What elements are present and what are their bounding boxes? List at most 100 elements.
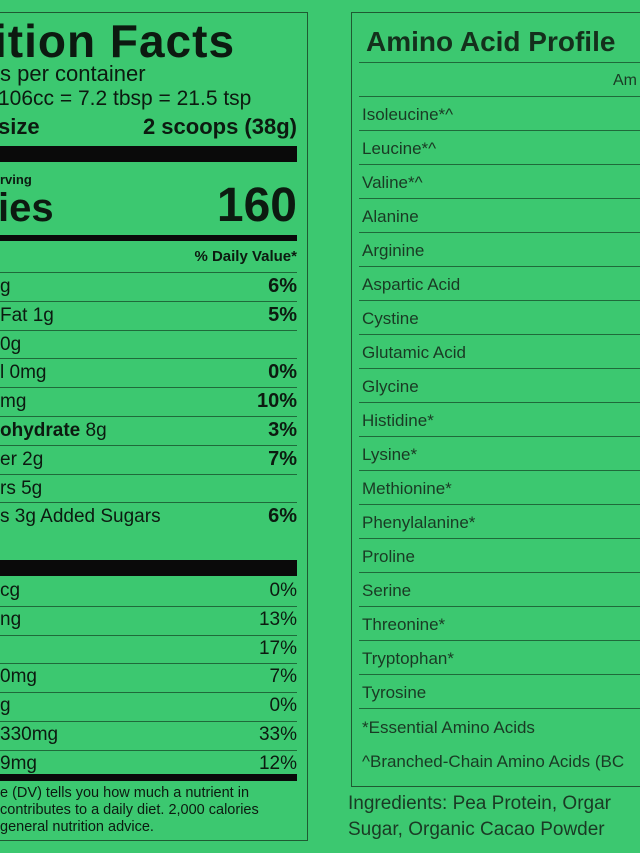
amino-acid-row: Cystine [362, 309, 419, 328]
divider [0, 749, 297, 751]
divider [0, 634, 297, 636]
vitamin-label: ng [0, 608, 22, 630]
divider [0, 721, 297, 722]
calories-value: 160 [216, 179, 297, 232]
divider [359, 198, 640, 199]
amino-acid-row: Alanine [362, 207, 419, 226]
nutrient-dv: 0% [268, 361, 297, 384]
nutrient-dv: 6% [268, 275, 297, 297]
nutrient-name: ohydrate [0, 420, 81, 441]
nutrient-dv: 10% [256, 390, 297, 413]
divider [0, 663, 297, 665]
divider [359, 164, 640, 165]
nutrient-label: Fat 1g [0, 304, 54, 326]
amino-column-header: Am [613, 72, 637, 89]
footnote-line: e (DV) tells you how much a nutrient in [0, 785, 250, 801]
divider [359, 402, 640, 403]
amino-acid-row: Threonine* [362, 615, 446, 634]
medium-divider [0, 235, 297, 241]
footnote-line: general nutrition advice. [0, 819, 154, 835]
nutrient-dv: 7% [268, 447, 297, 470]
nutrient-label: 0g [0, 333, 22, 355]
divider [0, 502, 297, 504]
amino-acid-row: Isoleucine*^ [362, 105, 454, 124]
amino-acid-row: Aspartic Acid [362, 275, 461, 294]
divider [359, 130, 640, 131]
divider [359, 708, 640, 709]
divider [0, 387, 297, 389]
divider [359, 504, 640, 505]
nutrient-label: mg [0, 391, 27, 413]
nutrition-facts-panel [0, 12, 308, 841]
vitamin-label: 9mg [0, 752, 37, 774]
amino-title: Amino Acid Profile [366, 26, 616, 57]
vitamin-label: g [0, 695, 11, 717]
amino-acid-row: Tyrosine [362, 683, 427, 702]
divider [359, 368, 640, 369]
divider [359, 232, 640, 233]
vitamin-dv: 12% [258, 752, 297, 774]
nutrient-label: g [0, 276, 11, 297]
amino-acid-row: Serine [362, 581, 412, 600]
divider [0, 300, 297, 302]
daily-value-header: % Daily Value* [194, 248, 297, 265]
amino-acid-row: Glycine [362, 377, 419, 396]
vitamin-label: 0mg [0, 666, 37, 688]
medium-divider [0, 774, 297, 781]
divider [359, 606, 640, 607]
vitamin-dv: 0% [269, 580, 297, 601]
divider [0, 444, 297, 446]
divider [359, 538, 640, 539]
divider [359, 300, 640, 301]
ingredients: Ingredients: Pea Protein, Orgar Sugar, O… [348, 791, 611, 843]
divider [359, 62, 640, 63]
nutrient-amount: 8g [80, 420, 107, 441]
essential-footnote: *Essential Amino Acids [362, 718, 535, 737]
nutrient-dv: 6% [268, 505, 297, 528]
serving-size-value: 2 scoops (38g) [142, 114, 297, 139]
dv-footnote: e (DV) tells you how much a nutrient in … [0, 785, 259, 836]
divider [359, 436, 640, 437]
amino-acid-row: Histidine* [362, 411, 434, 430]
servings-per-container: s per container [0, 61, 146, 86]
vitamin-dv: 7% [269, 666, 297, 688]
vitamin-dv: 33% [258, 724, 297, 745]
bcaa-footnote: ^Branched-Chain Amino Acids (BC [362, 752, 625, 771]
amino-acid-row: Arginine [362, 241, 425, 260]
nutrition-title: ition Facts [0, 15, 236, 67]
vitamin-label: 330mg [0, 724, 59, 745]
footnote-line: contributes to a daily diet. 2,000 calor… [0, 802, 259, 818]
divider [0, 329, 297, 331]
amino-acid-row: Leucine*^ [362, 139, 437, 158]
nutrient-label: er 2g [0, 448, 44, 470]
divider [359, 470, 640, 471]
divider [0, 358, 297, 360]
nutrient-label: s 3g Added Sugars [0, 506, 161, 528]
amino-acid-row: Glutamic Acid [362, 343, 466, 362]
amino-acid-row: Proline [362, 547, 415, 566]
nutrient-dv: 5% [268, 303, 297, 326]
divider [359, 674, 640, 675]
nutrient-label: rs 5g [0, 477, 43, 499]
divider [0, 416, 297, 417]
vitamin-label: cg [0, 580, 21, 601]
amino-acid-panel [351, 12, 640, 787]
ingredients-line: Sugar, Organic Cacao Powder [348, 819, 605, 840]
divider [359, 266, 640, 267]
divider [0, 473, 297, 475]
divider [0, 605, 297, 607]
per-serving-label: rving [0, 172, 32, 187]
thick-divider [0, 560, 297, 576]
divider [0, 692, 297, 694]
nutrient-label: ohydrate 8g [0, 420, 107, 442]
amino-acid-row: Valine*^ [362, 173, 423, 192]
calories-label: ies [0, 186, 54, 230]
serving-size-label: size [0, 114, 40, 139]
vitamin-dv: 17% [258, 637, 297, 659]
amino-acid-row: Methionine* [362, 479, 452, 498]
divider [359, 96, 640, 97]
amino-acid-row: Lysine* [362, 445, 418, 464]
serving-volume: 106cc = 7.2 tbsp = 21.5 tsp [0, 87, 252, 110]
vitamin-dv: 0% [269, 695, 297, 717]
nutrient-dv: 3% [268, 419, 297, 441]
